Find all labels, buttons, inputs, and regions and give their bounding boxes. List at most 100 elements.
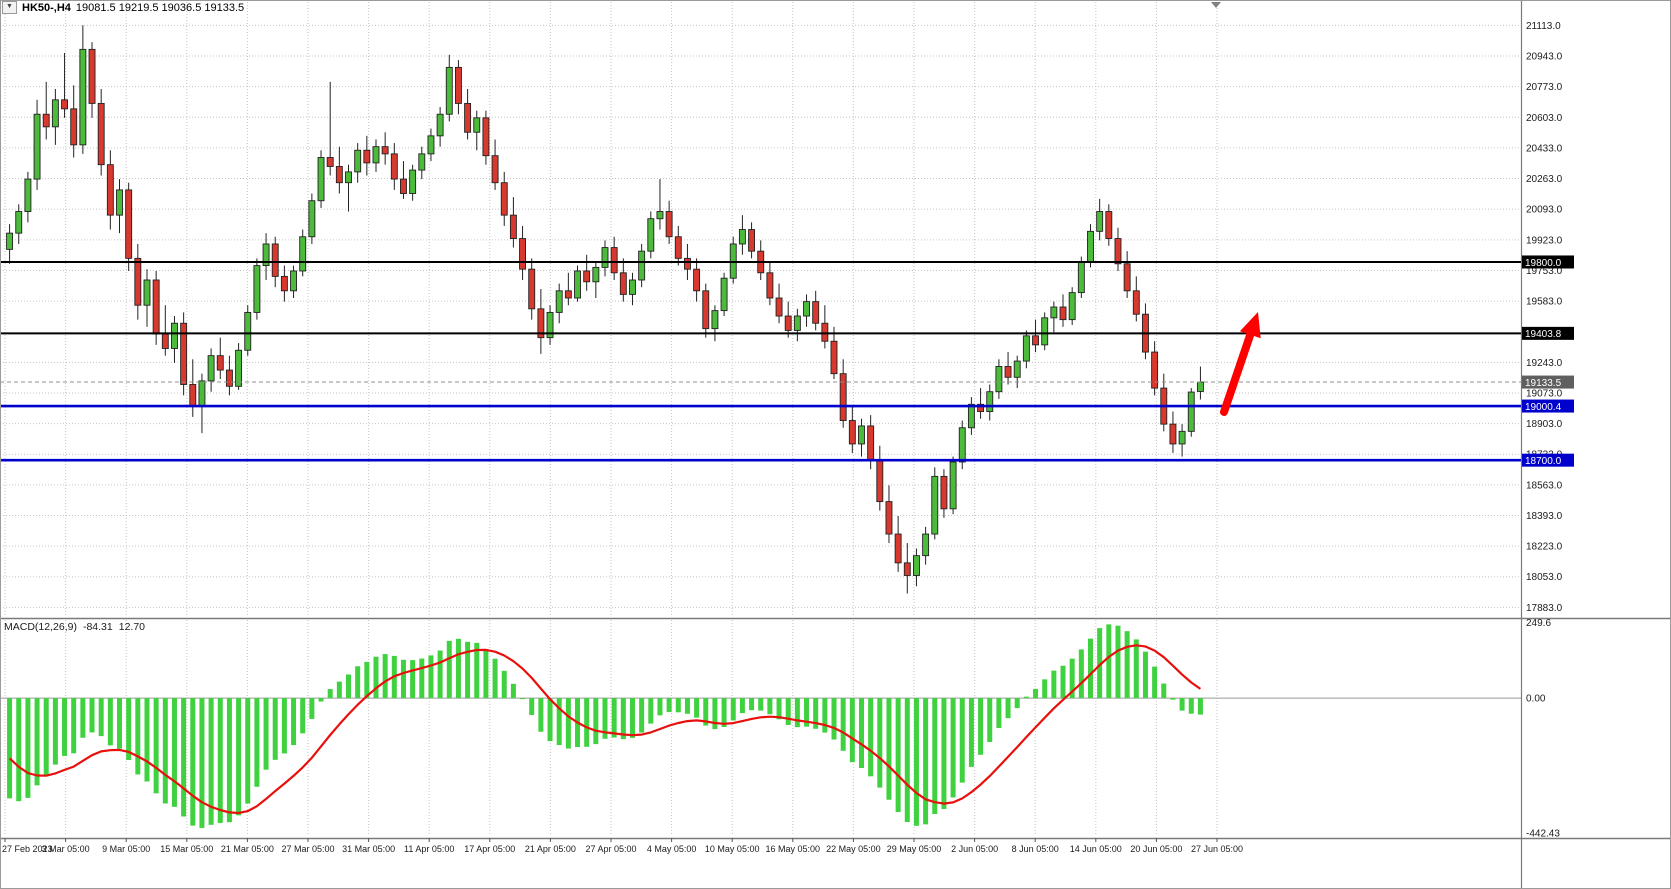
macd-histogram-bar: [739, 698, 745, 714]
macd-histogram-bar: [1033, 688, 1039, 699]
macd-histogram-bar: [1023, 696, 1029, 699]
candle-bull: [33, 113, 41, 180]
candle-bull: [143, 279, 151, 306]
macd-histogram-bar: [703, 698, 709, 726]
candle-bull: [1096, 211, 1104, 232]
macd-histogram-bar: [336, 681, 342, 699]
price-axis-label: 18393.0: [1526, 511, 1563, 522]
time-axis-label: 22 May 05:00: [826, 844, 881, 854]
time-axis-label: 3 Mar 05:00: [42, 844, 90, 854]
candle-bull: [1068, 292, 1076, 321]
macd-histogram-bar: [932, 698, 938, 815]
candle-bear: [839, 373, 847, 421]
candle-bear: [482, 117, 490, 157]
candle-bear: [271, 243, 279, 277]
price-axis-label: 21113.0: [1526, 21, 1561, 32]
candle-bull: [244, 311, 252, 351]
candle-bear: [674, 236, 682, 259]
macd-histogram-bar: [465, 641, 471, 699]
candle-bull: [445, 66, 453, 115]
macd-histogram-bar: [895, 698, 901, 813]
price-axis-label: 20603.0: [1526, 113, 1563, 124]
macd-histogram-bar: [199, 698, 205, 828]
candle-bear: [665, 211, 673, 238]
macd-histogram-bar: [510, 683, 516, 699]
macd-histogram-bar: [153, 698, 159, 794]
support-price-marker: 19000.4: [1522, 399, 1574, 413]
candle-bull: [546, 311, 554, 339]
candle-bear: [326, 157, 334, 167]
candle-bear: [784, 315, 792, 331]
candle-bull: [1050, 306, 1058, 319]
macd-histogram-bar: [1005, 698, 1011, 719]
macd-panel[interactable]: [0, 618, 1521, 838]
macd-histogram-bar: [1179, 698, 1185, 711]
price-axis-label: 18563.0: [1526, 480, 1563, 491]
candle-bull: [15, 211, 23, 234]
macd-histogram-bar: [428, 655, 434, 699]
price-axis-label: 19073.0: [1526, 388, 1563, 399]
macd-histogram-bar: [556, 698, 562, 746]
macd-histogram-bar: [629, 698, 635, 738]
price-axis-label: 19583.0: [1526, 297, 1563, 308]
macd-histogram-bar: [593, 698, 599, 745]
candle-bear: [390, 153, 398, 180]
candle-bull: [235, 349, 243, 387]
candle-bull: [986, 391, 994, 412]
time-axis-label: 8 Jun 05:00: [1012, 844, 1059, 854]
macd-histogram-bar: [410, 660, 416, 699]
macd-histogram-bar: [80, 698, 86, 738]
candle-bear: [812, 301, 820, 324]
macd-histogram-bar: [1133, 639, 1139, 699]
price-axis-label: 20773.0: [1526, 82, 1563, 93]
macd-histogram-bar: [171, 698, 177, 807]
candle-bull: [958, 427, 966, 463]
candle-bull: [207, 355, 215, 382]
macd-histogram-bar: [987, 698, 993, 742]
chart-plot-area[interactable]: [0, 0, 1521, 618]
macd-signal-value: 12.70: [118, 621, 146, 633]
chart-shift-marker[interactable]: [1211, 2, 1221, 8]
time-axis-label: 10 May 05:00: [705, 844, 760, 854]
macd-indicator-label: MACD(12,26,9) -84.31 12.70: [4, 621, 145, 633]
trend-arrow-head[interactable]: [1239, 312, 1261, 339]
macd-histogram-bar: [694, 698, 700, 718]
candle-bear: [610, 247, 618, 274]
trend-arrow[interactable]: [1220, 312, 1261, 416]
macd-histogram-bar: [767, 698, 773, 715]
price-axis-label: 20263.0: [1526, 174, 1563, 185]
candle-bull: [555, 290, 563, 313]
candle-bull: [793, 315, 801, 331]
time-axis-label: 27 Jun 05:00: [1191, 844, 1243, 854]
svg-text:19000.4: 19000.4: [1525, 402, 1562, 413]
macd-histogram-bar: [868, 698, 874, 777]
macd-histogram-bar: [1069, 658, 1075, 699]
candle-bull: [116, 189, 123, 216]
macd-histogram-bar: [7, 698, 13, 799]
candle-bull: [858, 425, 865, 445]
candle-bull: [299, 236, 307, 272]
svg-text:19403.8: 19403.8: [1525, 329, 1562, 340]
macd-histogram-bar: [1115, 625, 1121, 699]
time-axis[interactable]: [0, 838, 1671, 889]
trend-arrow-shaft[interactable]: [1220, 330, 1255, 416]
candle-bear: [894, 533, 902, 564]
symbol-dropdown-icon[interactable]: ▼: [2, 1, 17, 14]
macd-histogram-bar: [190, 698, 196, 826]
macd-histogram-bar: [968, 698, 974, 767]
macd-histogram-bar: [794, 698, 800, 728]
candle-bear: [766, 272, 774, 299]
macd-histogram-bar: [98, 698, 104, 737]
candle-bull: [308, 200, 316, 238]
candle-bull: [949, 461, 957, 510]
candle-bear: [400, 178, 407, 194]
macd-histogram-bar: [675, 698, 681, 713]
candle-bear: [509, 214, 517, 240]
price-axis[interactable]: [1521, 0, 1671, 838]
macd-histogram-bar: [785, 698, 791, 725]
candle-bull: [354, 149, 362, 173]
candle-bear: [381, 146, 389, 155]
macd-histogram-bar: [309, 698, 315, 719]
